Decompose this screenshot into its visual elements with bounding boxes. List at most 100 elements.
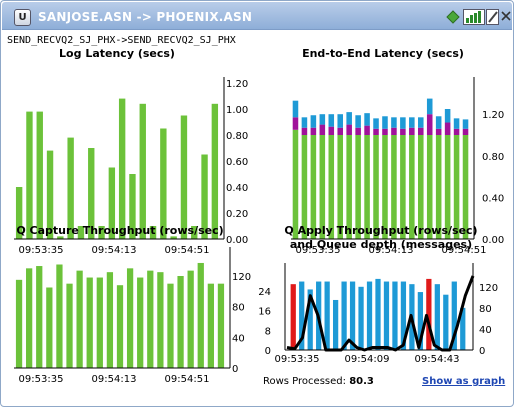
apply-bar <box>307 289 313 350</box>
apply-bar <box>417 292 424 350</box>
e2e-bar-mid <box>346 124 352 135</box>
apply-bar <box>451 281 457 350</box>
e2e-bar-base <box>310 135 317 239</box>
e2e-bar-top <box>310 115 317 128</box>
rows-processed-label: Rows Processed: <box>263 376 346 387</box>
e2e-bar-base <box>292 129 299 239</box>
e2e-bar-mid <box>310 127 317 135</box>
e2e-bar-base <box>409 135 415 239</box>
log-latency-bar <box>67 137 74 239</box>
e2e-bar-top <box>328 114 335 127</box>
e2e-bar-base <box>400 135 406 239</box>
e2e-bar-mid <box>462 128 469 135</box>
log-latency-bar <box>129 174 136 239</box>
e2e-bar-top <box>382 116 388 129</box>
log-latency-bar <box>108 167 116 239</box>
log-latency-bar <box>201 154 208 239</box>
title-bar: U SANJOSE.ASN -> PHOENIX.ASN <box>2 2 512 30</box>
log-latency-bar <box>46 150 54 239</box>
capture-bar <box>56 264 63 368</box>
e2e-bar-top <box>364 113 370 126</box>
show-as-graph-link[interactable]: Show as graph <box>422 376 506 387</box>
e2e-bar-mid <box>382 128 388 135</box>
y-tick-label: 0.80 <box>482 152 504 163</box>
window-title: SANJOSE.ASN -> PHOENIX.ASN <box>38 10 253 24</box>
apply-bar <box>375 278 381 350</box>
close-icon[interactable] <box>501 11 511 21</box>
apply-bar <box>443 294 449 350</box>
e2e-bar-top <box>435 116 442 129</box>
e2e-bar-top <box>292 100 299 118</box>
x-tick-label: 09:54:51 <box>442 245 487 256</box>
y-tick-left-label: 16 <box>258 307 271 318</box>
capture-bar <box>187 270 194 368</box>
capture-bar <box>126 268 134 368</box>
e2e-bar-base <box>373 135 379 239</box>
log-latency-bar <box>36 111 43 239</box>
chart-icon[interactable] <box>463 9 485 25</box>
capture-bar <box>66 283 73 368</box>
y-tick-label: 0.40 <box>226 183 248 194</box>
e2e-bar-base <box>382 135 388 239</box>
y-tick-label: 40 <box>232 333 245 344</box>
y-tick-label: 0 <box>232 364 238 375</box>
queue-map-label: SEND_RECVQ2_SJ_PHX->SEND_RECVQ2_SJ_PHX <box>7 35 236 46</box>
e2e-bar-top <box>319 114 326 125</box>
x-tick-label: 09:53:35 <box>275 354 320 365</box>
y-tick-label: 0.80 <box>226 131 248 142</box>
log-latency-bar <box>118 98 126 239</box>
x-tick-label: 09:54:13 <box>369 245 414 256</box>
e2e-bar-top <box>453 118 460 129</box>
y-tick-label: 0.40 <box>482 193 504 204</box>
e2e-bar-mid <box>328 126 335 135</box>
log-latency-bar <box>191 226 198 239</box>
x-tick-label: 09:53:35 <box>296 245 341 256</box>
capture-bar <box>147 270 154 368</box>
log-latency-bar <box>15 187 23 239</box>
capture-bar <box>177 276 184 368</box>
e2e-bar-top <box>346 112 352 125</box>
e2e-bar-base <box>301 135 308 239</box>
capture-bar <box>197 262 204 368</box>
e2e-bar-top <box>462 119 469 129</box>
y-tick-label: 1.20 <box>226 79 248 90</box>
y-tick-label: 0.60 <box>226 157 248 168</box>
capture-bar <box>96 277 103 368</box>
edit-icon[interactable] <box>486 9 500 25</box>
diamond-icon[interactable] <box>446 10 460 24</box>
e2e-bar-base <box>364 135 370 239</box>
e2e-bar-mid <box>435 128 442 135</box>
capture-bar <box>15 279 23 368</box>
rows-processed-value: 80.3 <box>349 376 374 387</box>
e2e-bar-base <box>319 135 326 239</box>
e2e-bar-base <box>418 135 424 239</box>
capture-bar <box>217 283 225 368</box>
y-tick-label: 120 <box>232 272 251 283</box>
capture-bar <box>207 283 214 368</box>
e2e-bar-top <box>355 115 361 128</box>
e2e-bar-top <box>301 117 308 128</box>
x-tick-label: 09:54:51 <box>165 245 210 256</box>
x-tick-label: 09:54:13 <box>92 374 137 385</box>
e2e-bar-mid <box>418 127 424 135</box>
capture-bar <box>86 277 93 368</box>
capture-bar <box>157 272 164 368</box>
e2e-bar-top <box>373 118 379 129</box>
y-tick-label: 1.20 <box>482 110 504 121</box>
e2e-bar-mid <box>400 128 406 135</box>
apply-red-bar <box>426 278 432 350</box>
chart-subtitle: and Queue depth (messages) <box>290 238 472 251</box>
e2e-bar-base <box>462 135 469 239</box>
apply-bar <box>383 281 390 350</box>
u-button[interactable]: U <box>14 9 31 26</box>
chart-title: End-to-End Latency (secs) <box>302 47 464 60</box>
e2e-bar-mid <box>444 122 451 135</box>
y-tick-left-label: 0 <box>265 346 271 357</box>
y-tick-right-label: 40 <box>479 325 492 336</box>
y-tick-right-label: 80 <box>479 304 492 315</box>
capture-bar <box>46 287 53 368</box>
chart-title: Q Apply Throughput (rows/sec) <box>284 224 477 237</box>
apply-bar <box>324 281 330 350</box>
x-tick-label: 09:54:51 <box>165 374 210 385</box>
